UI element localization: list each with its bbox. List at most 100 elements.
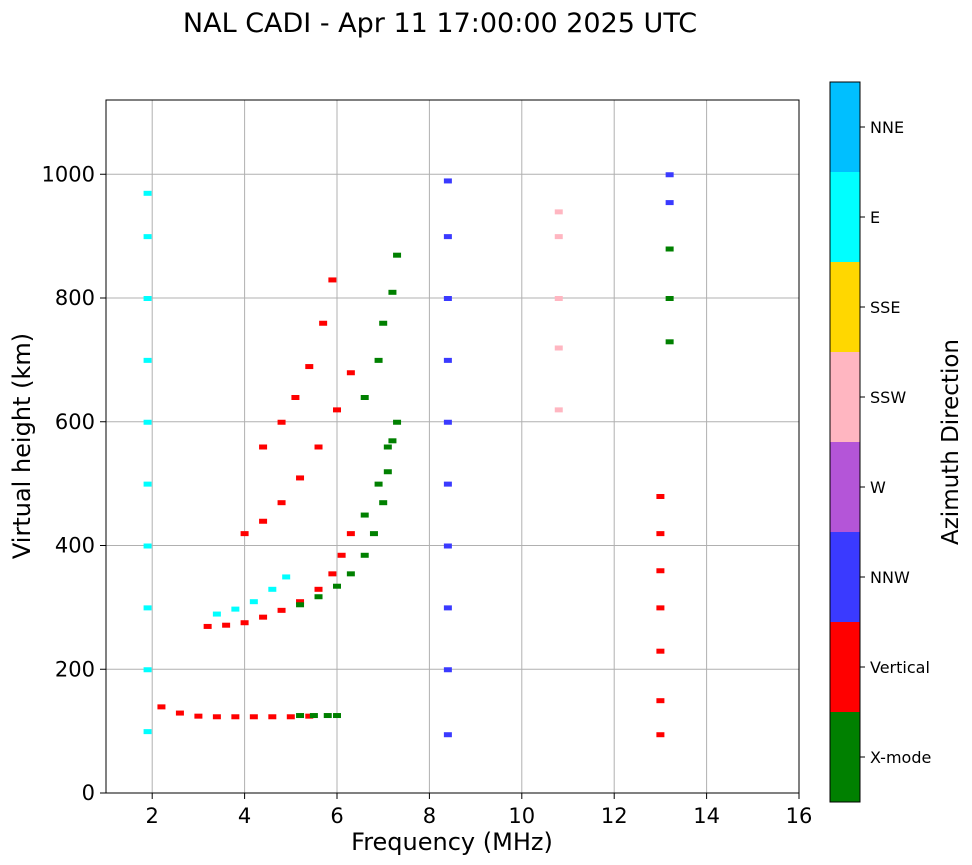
x-axis-label: Frequency (MHz) [351,828,553,856]
data-point [231,714,240,720]
data-point [656,605,665,611]
data-point [656,698,665,704]
data-point [443,234,452,240]
data-point [443,543,452,549]
data-point [296,713,305,719]
data-point [360,395,369,400]
x-tick-label: 8 [423,804,436,828]
data-point [305,364,314,370]
colorbar-tick-label: NNW [870,568,910,587]
data-point [231,606,240,612]
data-point [665,246,674,252]
data-point [277,607,286,613]
data-point [277,419,286,425]
data-point [388,289,397,295]
data-point [443,296,452,301]
data-point [333,713,341,719]
data-point [259,444,268,450]
data-point [143,190,152,196]
x-tick-label: 12 [601,804,628,828]
colorbar-label: Azimuth Direction [938,339,964,545]
data-point [443,667,452,673]
data-point [296,599,305,605]
colorbar-segment [830,712,860,802]
y-tick-label: 1000 [42,162,95,186]
data-point [369,531,378,537]
x-tick-label: 2 [146,804,159,828]
data-point [554,407,563,413]
data-point [143,667,152,673]
data-point [443,357,452,363]
data-point [222,622,231,628]
colorbar-segment [830,172,860,262]
data-point [656,531,665,537]
data-point [656,732,665,738]
data-point [383,444,392,450]
data-point [346,531,355,537]
data-point [212,714,221,720]
data-point [665,339,674,345]
data-point [240,620,249,626]
colorbar-tick-label: X-mode [870,748,931,767]
data-point [554,296,563,301]
colorbar-tick-label: E [870,208,880,227]
data-point [143,543,152,549]
data-point [175,710,184,716]
data-point [296,475,305,481]
colorbar-segment [830,82,860,172]
y-tick-label: 400 [55,534,95,558]
data-point [143,481,152,487]
colorbar-tick-label: W [870,478,886,497]
data-point [143,234,152,240]
data-point [379,320,388,326]
data-point [296,602,305,608]
data-point [665,296,674,301]
data-point [143,357,152,363]
data-point [554,209,563,215]
data-point [346,571,355,577]
colorbar-tick-label: SSW [870,388,906,407]
data-point [443,605,452,611]
data-point [379,500,388,506]
colorbar-segment [830,442,860,532]
data-point [259,614,268,620]
x-tick-label: 10 [508,804,535,828]
colorbar: X-mode Vertical NNW W SSW SSE E NNE [829,81,931,803]
y-axis: 0 200 400 600 800 1000 [42,162,106,805]
y-axis-label: Virtual height (km) [8,333,36,559]
data-point [249,599,258,605]
data-point [314,594,323,600]
data-point [665,172,674,178]
chart-title: NAL CADI - Apr 11 17:00:00 2025 UTC [183,8,697,39]
data-point [333,583,341,589]
data-point [388,438,397,444]
colorbar-tick-label: Vertical [870,658,930,677]
data-point [656,494,665,499]
data-point [360,512,369,518]
data-point [305,713,314,719]
colorbar-segment [830,352,860,442]
data-point [328,571,337,577]
data-point [374,357,383,363]
x-tick-label: 14 [693,804,720,828]
x-tick-label: 4 [238,804,251,828]
data-point [393,252,402,258]
y-tick-label: 600 [55,410,95,434]
data-point [443,481,452,487]
data-point [443,419,452,425]
data-point [333,407,341,413]
data-point [268,714,277,720]
x-tick-label: 6 [330,804,343,828]
data-point [319,320,328,326]
colorbar-tick-label: NNE [870,118,904,137]
grid [106,100,800,794]
data-point [314,586,323,592]
data-point [143,605,152,611]
data-point [212,611,221,617]
data-point [249,714,258,720]
data-point [328,277,337,283]
data-point [554,345,563,351]
data-point [346,370,355,376]
plot-frame [105,99,800,794]
